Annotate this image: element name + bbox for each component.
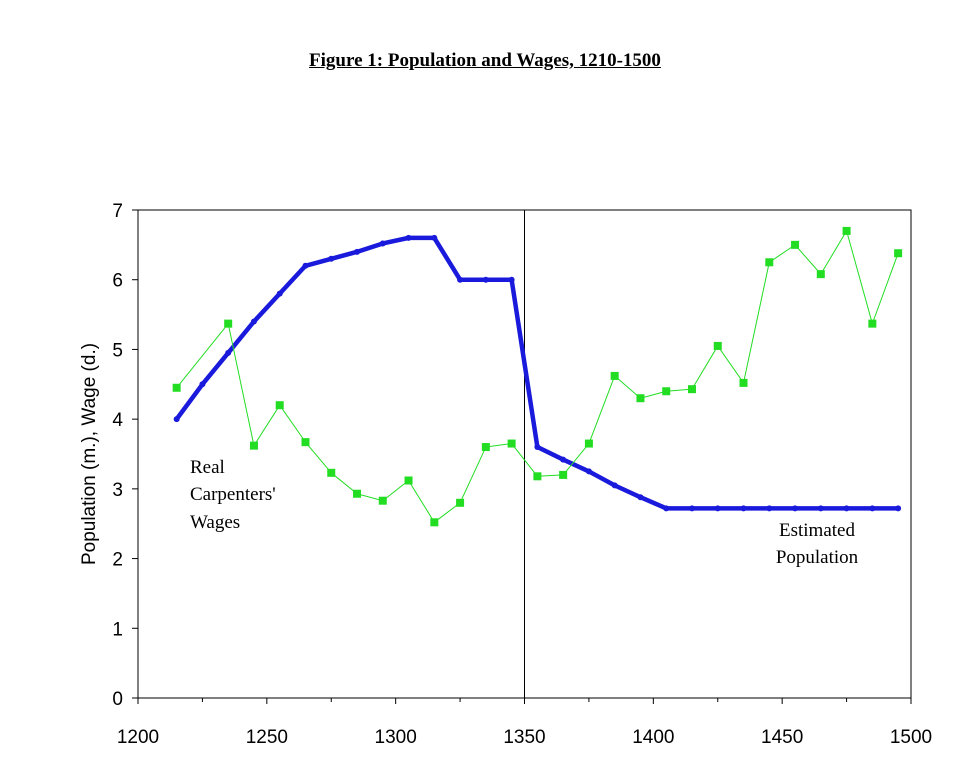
population-point xyxy=(560,456,567,463)
wages-point xyxy=(301,438,310,447)
wages-annotation: Real Carpenters' Wages xyxy=(190,457,276,533)
wages-point xyxy=(404,476,413,485)
wages-point xyxy=(353,489,362,498)
population-point xyxy=(199,381,206,388)
y-tick-label: 5 xyxy=(112,340,123,361)
wages-point xyxy=(481,443,490,452)
population-point xyxy=(354,248,361,255)
population-point xyxy=(431,234,438,241)
population-point xyxy=(817,505,824,512)
wages-point xyxy=(894,249,903,258)
x-tick-label: 1400 xyxy=(632,727,674,748)
wages-point xyxy=(868,319,877,328)
wages-point xyxy=(636,394,645,403)
wages-annotation-line-3: Wages xyxy=(190,512,240,533)
wages-annotation-line-1: Real xyxy=(190,457,225,478)
population-point xyxy=(225,349,232,356)
population-annotation-line-2: Population xyxy=(776,547,859,568)
population-point xyxy=(637,494,644,501)
population-point xyxy=(405,234,412,241)
wages-point xyxy=(816,270,825,279)
x-tick-label: 1450 xyxy=(761,727,803,748)
wages-line xyxy=(176,230,899,523)
population-point xyxy=(740,505,747,512)
x-tick-label: 1350 xyxy=(503,727,545,748)
y-tick-label: 0 xyxy=(112,689,123,710)
x-tick-label: 1250 xyxy=(246,727,288,748)
wages-point xyxy=(610,371,619,380)
x-tick-label: 1200 xyxy=(117,727,159,748)
population-annotation: Estimated Population xyxy=(776,520,859,568)
population-point xyxy=(482,276,489,283)
y-tick-label: 4 xyxy=(112,410,123,431)
wages-point xyxy=(713,341,722,350)
population-point xyxy=(379,240,386,247)
y-tick-label: 7 xyxy=(112,201,123,222)
population-point xyxy=(869,505,876,512)
population-point xyxy=(457,276,464,283)
population-point xyxy=(328,255,335,262)
population-point xyxy=(766,505,773,512)
wages-point xyxy=(739,378,748,387)
wages-point xyxy=(172,383,181,392)
wages-point xyxy=(275,401,284,410)
axes: 0 1 2 3 4 5 6 7 1200 1250 1300 1350 1400 1450 1500 xyxy=(112,201,932,748)
population-point xyxy=(276,290,283,297)
population-point xyxy=(895,505,902,512)
population-point xyxy=(173,416,180,423)
population-point xyxy=(302,262,309,269)
wages-point xyxy=(533,472,542,481)
y-tick-label: 1 xyxy=(112,619,123,640)
population-point xyxy=(663,505,670,512)
wages-point xyxy=(584,439,593,448)
wages-point xyxy=(456,498,465,507)
wages-point xyxy=(249,441,258,450)
x-tick-label: 1500 xyxy=(890,727,932,748)
wages-point xyxy=(507,439,516,448)
y-tick-label: 6 xyxy=(112,271,123,292)
wages-point xyxy=(842,226,851,235)
population-point xyxy=(250,318,257,325)
y-tick-label: 3 xyxy=(112,480,123,501)
wages-point xyxy=(765,258,774,267)
wages-annotation-line-2: Carpenters' xyxy=(190,484,276,505)
wages-point xyxy=(559,470,568,479)
wages-point xyxy=(687,385,696,394)
population-point xyxy=(534,444,541,451)
population-point xyxy=(714,505,721,512)
x-tick-label: 1300 xyxy=(375,727,417,748)
population-point xyxy=(688,505,695,512)
wages-point xyxy=(327,468,336,477)
population-point xyxy=(843,505,850,512)
y-tick-label: 2 xyxy=(112,550,123,571)
population-point xyxy=(508,276,515,283)
series xyxy=(172,226,903,527)
wages-point xyxy=(662,387,671,396)
population-point xyxy=(611,482,618,489)
y-axis-title: Population (m.), Wage (d.) xyxy=(79,343,100,565)
population-annotation-line-1: Estimated xyxy=(779,520,855,541)
wages-point xyxy=(224,319,233,328)
wages-point xyxy=(791,240,800,249)
wages-point xyxy=(378,496,387,505)
figure-title: Figure 1: Population and Wages, 1210-150… xyxy=(309,50,661,71)
population-point xyxy=(792,505,799,512)
wages-point xyxy=(430,518,439,527)
population-point xyxy=(585,468,592,475)
population-line xyxy=(174,235,899,511)
